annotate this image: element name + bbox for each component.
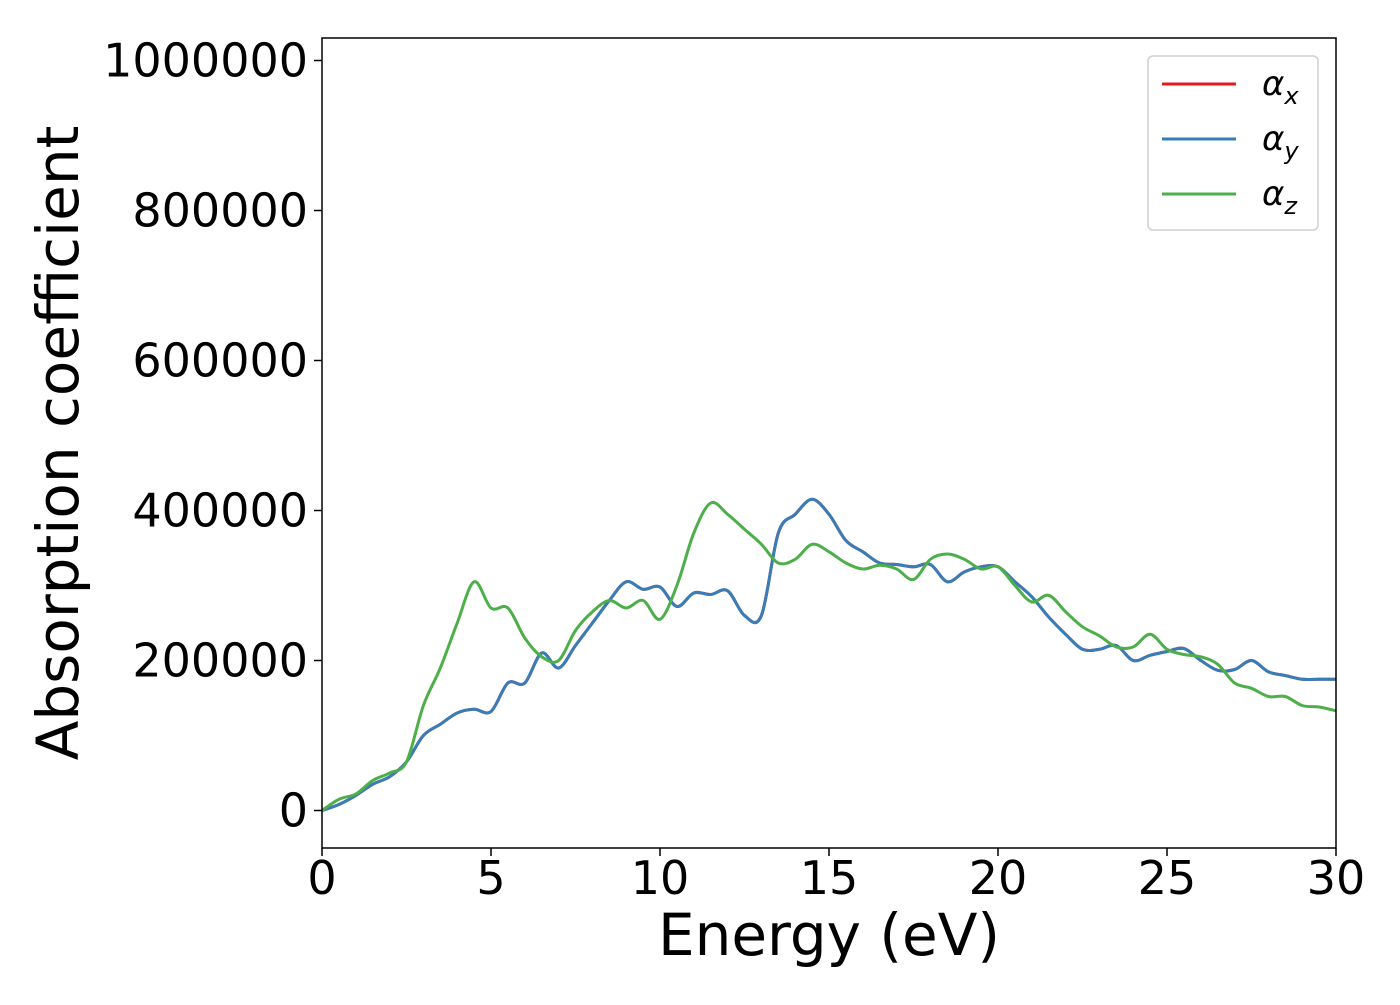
y-tick-label: 200000 bbox=[132, 634, 308, 688]
x-axis: 0 5 10 15 20 25 30 bbox=[307, 848, 1365, 905]
legend-subscript: x bbox=[1283, 82, 1299, 110]
y-tick-label: 800000 bbox=[132, 184, 308, 238]
x-tick-label: 25 bbox=[1138, 851, 1197, 905]
series-line-2 bbox=[322, 497, 1336, 812]
y-tick-label: 1000000 bbox=[103, 34, 308, 88]
y-tick-label: 0 bbox=[279, 784, 308, 838]
legend-label: αy bbox=[1262, 119, 1299, 165]
legend-symbol: α bbox=[1262, 174, 1284, 214]
x-tick-label: 5 bbox=[476, 851, 505, 905]
x-tick-label: 15 bbox=[800, 851, 859, 905]
legend-label: αz bbox=[1262, 174, 1298, 220]
x-tick-label: 30 bbox=[1307, 851, 1366, 905]
legend-symbol: α bbox=[1262, 64, 1284, 104]
x-tick-label: 0 bbox=[307, 851, 336, 905]
legend-label: αx bbox=[1262, 64, 1299, 110]
y-axis: 0 200000 400000 600000 800000 1000000 bbox=[103, 34, 322, 838]
x-tick-label: 20 bbox=[969, 851, 1028, 905]
y-tick-label: 600000 bbox=[132, 334, 308, 388]
y-axis-title: Absorption coefficient bbox=[24, 126, 92, 761]
legend-symbol: α bbox=[1262, 119, 1284, 159]
legend-subscript: y bbox=[1283, 137, 1299, 165]
y-tick-label: 400000 bbox=[132, 484, 308, 538]
legend-subscript: z bbox=[1283, 192, 1298, 220]
series-line-3 bbox=[322, 500, 1336, 812]
x-tick-label: 10 bbox=[631, 851, 690, 905]
series-layer bbox=[322, 497, 1336, 812]
legend-box bbox=[1147, 55, 1319, 231]
x-axis-title: Energy (eV) bbox=[658, 901, 1000, 969]
